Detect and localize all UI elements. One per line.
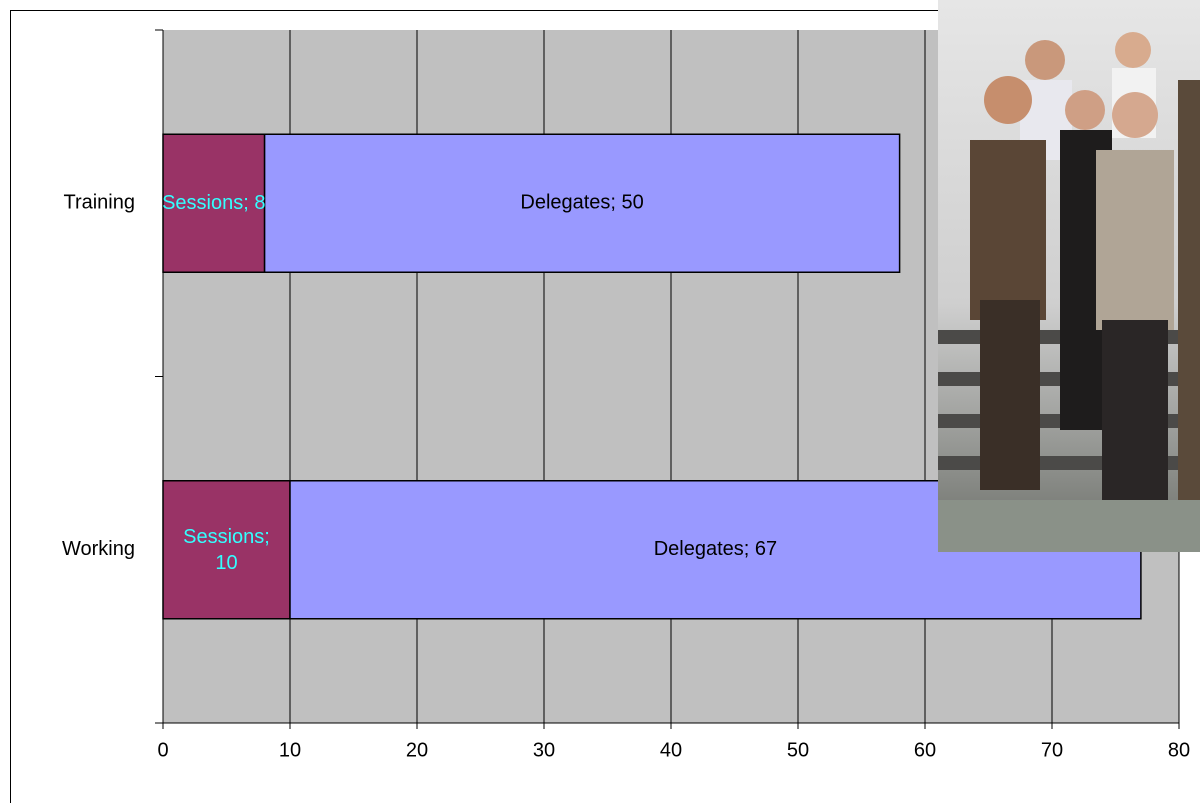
bar-segment (162, 133, 266, 273)
data-label: Sessions; 8 (162, 192, 266, 215)
data-label: Sessions; 10 (183, 525, 270, 574)
x-tick-label: 0 (157, 739, 168, 761)
x-tick-label: 40 (660, 739, 682, 761)
x-tick-label: 30 (533, 739, 555, 761)
x-tick-label: 20 (406, 739, 428, 761)
x-tick-label: 50 (787, 739, 809, 761)
bar-segment (263, 133, 901, 273)
x-tick-label: 60 (914, 739, 936, 761)
bar-segment (162, 480, 291, 620)
y-tick-label: Working (62, 538, 135, 560)
x-tick-label: 10 (279, 739, 301, 761)
data-label: Delegates; 50 (520, 192, 643, 214)
photo (938, 0, 1200, 552)
y-tick-label: Training (63, 192, 135, 214)
x-tick-label: 80 (1168, 739, 1190, 761)
x-tick-label: 70 (1041, 739, 1063, 761)
data-label: Delegates; 67 (654, 538, 777, 560)
